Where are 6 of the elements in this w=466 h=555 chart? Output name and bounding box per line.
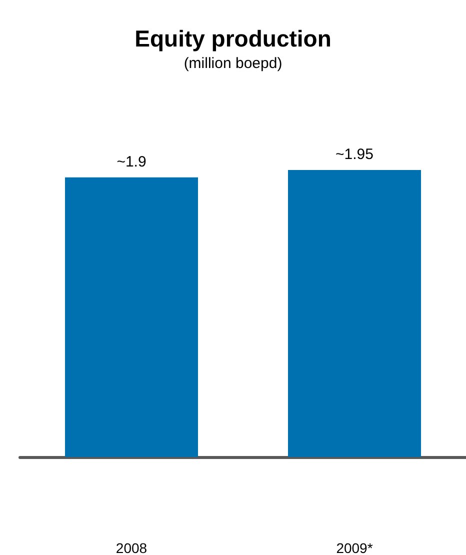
data-label: ~1.95 — [336, 146, 374, 163]
chart-subtitle: (million boepd) — [184, 55, 282, 72]
x-tick-label: 2008 — [116, 540, 148, 555]
data-label: ~1.9 — [116, 153, 146, 170]
x-tick-label: 2009* — [336, 540, 374, 555]
chart-title: Equity production — [134, 26, 332, 52]
